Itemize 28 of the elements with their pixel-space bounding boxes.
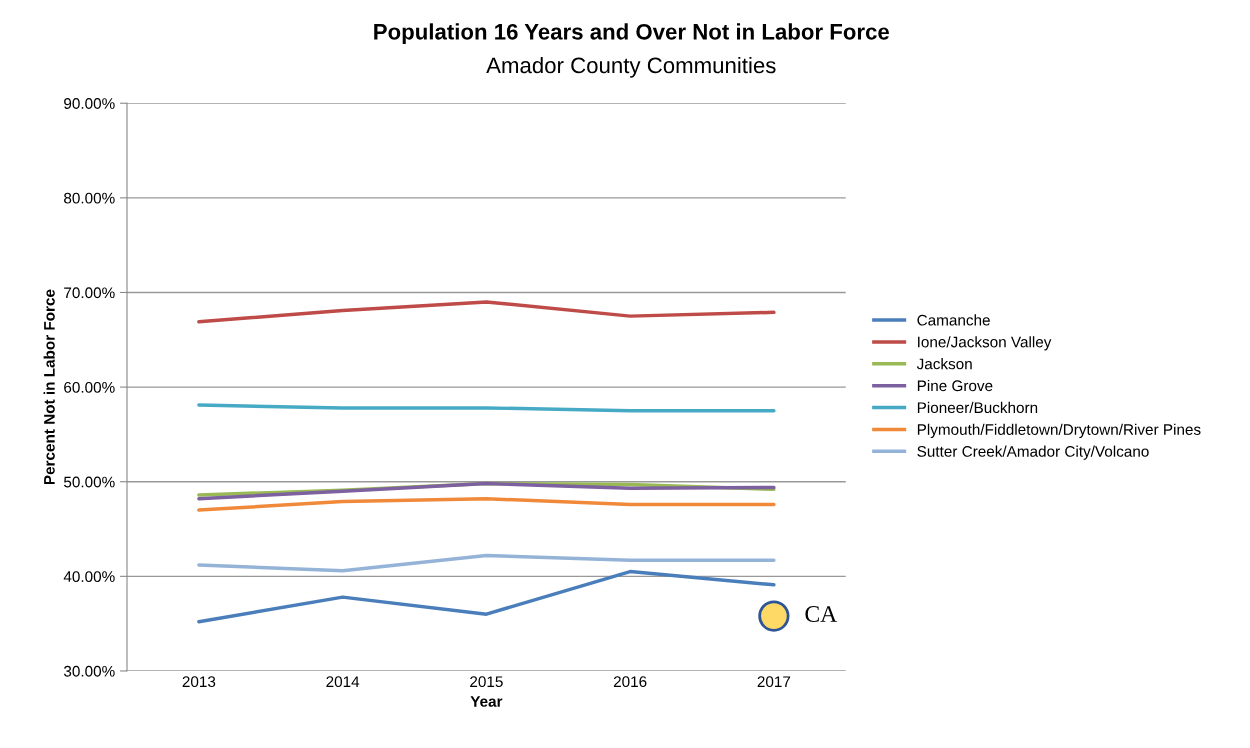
y-tick-label: 30.00%: [63, 665, 115, 677]
y-tick-label: 40.00%: [63, 571, 115, 583]
legend-label: Sutter Creek/Amador City/Volcano: [917, 445, 1149, 460]
y-axis-title: Percent Not in Labor Force: [43, 289, 55, 485]
x-tick-label: 2017: [757, 676, 791, 688]
legend-label: Pioneer/Buckhorn: [917, 401, 1038, 414]
legend-label: Plymouth/Fiddletown/Drytown/River Pines: [917, 423, 1201, 438]
legend-label: Ione/Jackson Valley: [918, 336, 1052, 351]
line-series: [197, 497, 776, 512]
line-series: [197, 569, 776, 624]
x-tick-label: 2014: [326, 676, 360, 688]
line-series: [197, 300, 776, 324]
x-tick-label: 2013: [182, 676, 216, 688]
legend-label: Camanche: [917, 314, 990, 326]
legend-label: Pine Grove: [917, 379, 993, 392]
x-tick-label: 2015: [470, 676, 503, 688]
y-tick-label: 90.00%: [64, 98, 115, 109]
x-axis-title: Year: [470, 696, 503, 707]
legend-label: Jackson: [916, 358, 972, 370]
line-series: [197, 553, 776, 573]
y-tick-label: 80.00%: [64, 192, 115, 204]
series-label: CA: [805, 606, 838, 622]
y-tick-label: 70.00%: [64, 287, 115, 299]
chart-title: Population 16 Years and Over Not in Labor Force: [374, 23, 890, 45]
y-tick-label: 60.00%: [64, 381, 115, 393]
chart-subtitle: Amador County Communities: [486, 56, 776, 78]
x-tick-label: 2016: [613, 676, 647, 688]
y-tick-label: 50.00%: [63, 476, 115, 488]
